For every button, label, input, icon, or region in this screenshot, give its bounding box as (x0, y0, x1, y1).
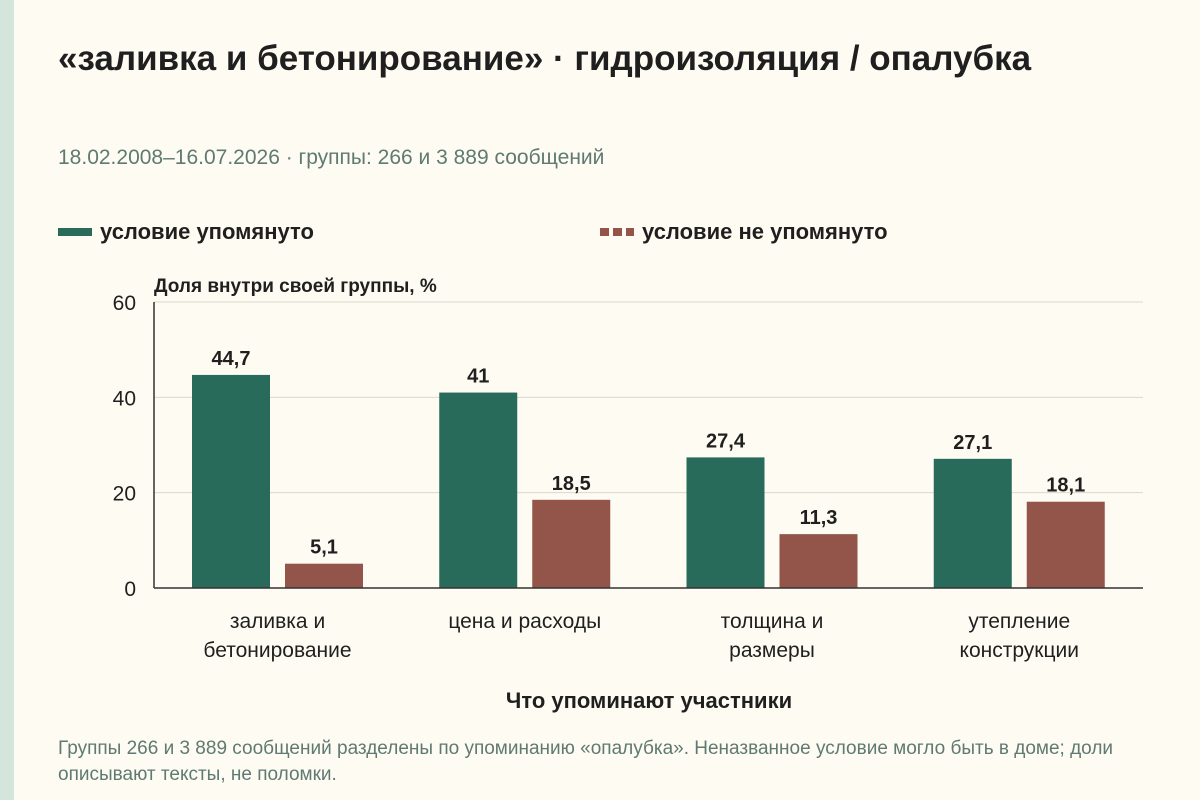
bar (285, 563, 363, 588)
x-tick-label: конструкции (960, 639, 1079, 662)
bar (933, 458, 1012, 588)
x-tick-label: заливка и (230, 610, 325, 633)
y-axis-label: Доля внутри своей группы, % (154, 276, 437, 297)
footnote: Группы 266 и 3 889 сообщений разделены п… (58, 738, 1114, 785)
x-tick-label: размеры (729, 639, 815, 662)
chart-subtitle: 18.02.2008–16.07.2026 · группы: 266 и 3 … (58, 146, 605, 169)
bar (686, 457, 765, 588)
data-label: 27,4 (706, 430, 746, 452)
bar (192, 374, 270, 588)
y-tick-label: 40 (113, 387, 136, 410)
bar (439, 392, 518, 588)
y-tick-label: 20 (113, 483, 136, 506)
legend-item-mentioned: условие упомянуто (58, 217, 314, 247)
data-label: 27,1 (953, 432, 992, 454)
legend-label-not-mentioned: условие не упомянуто (642, 219, 888, 244)
data-label: 44,7 (212, 348, 251, 370)
x-tick-label: утепление (968, 610, 1070, 633)
bar (532, 499, 611, 588)
legend-swatch-mentioned (58, 228, 92, 236)
bar (779, 534, 858, 588)
legend-item-not-mentioned: условие не упомянуто (600, 217, 888, 247)
data-label: 11,3 (800, 507, 838, 529)
data-label: 18,5 (552, 473, 591, 495)
data-label: 18,1 (1046, 475, 1085, 497)
data-label: 41 (467, 366, 489, 388)
y-tick-label: 60 (113, 292, 136, 315)
x-tick-label: цена и расходы (448, 610, 601, 633)
left-accent-stripe (0, 0, 14, 800)
legend-label-mentioned: условие упомянуто (100, 219, 314, 244)
data-label: 5,1 (310, 537, 338, 559)
chart-title: «заливка и бетонирование» · гидроизоляци… (58, 39, 1032, 78)
x-tick-label: толщина и (721, 610, 824, 633)
legend-swatch-not-mentioned (600, 228, 634, 236)
x-axis-label: Что упоминают участники (506, 688, 792, 713)
bar (1026, 501, 1105, 588)
x-tick-label: бетонирование (203, 639, 351, 662)
y-tick-label: 0 (124, 578, 136, 601)
